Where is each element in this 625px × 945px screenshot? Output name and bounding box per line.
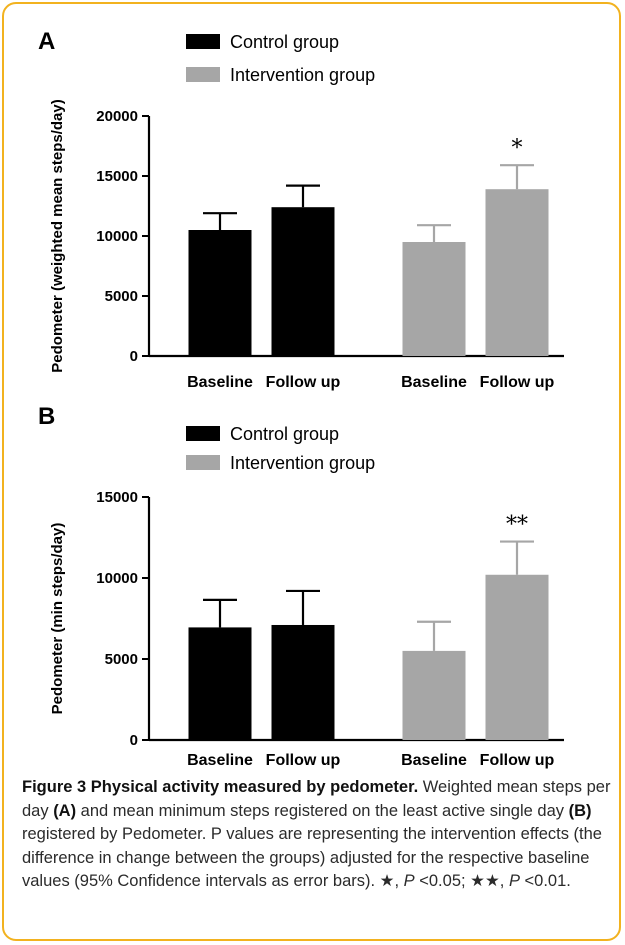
bar [271,207,335,356]
y-tick-label: 5000 [105,288,138,305]
y-tick-label: 5000 [105,651,138,668]
x-category-label: Follow up [480,374,555,391]
x-category-label: Follow up [480,752,555,769]
legend-swatch [186,426,220,441]
legend-label: Intervention group [230,453,375,473]
y-axis-label: Pedometer (min steps/day) [49,523,66,715]
x-category-label: Baseline [401,374,467,391]
legend-label: Control group [230,32,339,52]
significance-mark: * [512,136,523,161]
caption-value-2: <0.01. [519,872,571,890]
x-category-label: Baseline [187,752,253,769]
figure-caption: Figure 3 Physical activity measured by p… [22,776,612,894]
bar [271,624,335,740]
legend-label: Intervention group [230,65,375,85]
bar [485,189,549,356]
caption-ref-a: (A) [53,801,77,820]
y-tick-label: 20000 [96,108,138,125]
caption-text-3: registered by Pedometer. P values are re… [22,825,602,890]
figure-charts: A Control group Intervention group Pedomete… [38,28,564,769]
x-category-label: Baseline [401,752,467,769]
panel-letter: B [38,403,55,430]
panel-letter: A [38,28,55,55]
bar [402,650,466,740]
caption-p-1: P [403,872,415,890]
caption-text-2: and mean minimum steps registered on the… [76,801,569,820]
caption-p-2: P [508,872,520,890]
y-tick-label: 0 [130,732,138,749]
bar [402,242,466,356]
legend-swatch [186,67,220,82]
bar [485,574,549,740]
legend-swatch [186,34,220,49]
y-tick-label: 10000 [96,570,138,587]
bar [188,627,252,740]
caption-ref-b: (B) [568,801,592,820]
legend-label: Control group [230,424,339,444]
x-category-label: Follow up [266,752,341,769]
caption-star-1: ★, [379,872,404,890]
caption-text-1: Weighted mean steps per day [22,778,611,820]
caption-value-1: <0.05; [414,872,471,890]
legend-swatch [186,455,220,470]
y-tick-label: 0 [130,348,138,365]
y-tick-label: 15000 [96,168,138,185]
y-tick-label: 15000 [96,489,138,506]
caption-label: Figure 3 Physical activity measured by p… [22,778,419,796]
x-category-label: Follow up [266,374,341,391]
significance-mark: ** [506,513,528,538]
bar [188,230,252,356]
y-tick-label: 10000 [96,228,138,245]
caption-star-2: ★★, [470,872,509,890]
y-axis-label: Pedometer (weighted mean steps/day) [49,99,66,372]
x-category-label: Baseline [187,374,253,391]
